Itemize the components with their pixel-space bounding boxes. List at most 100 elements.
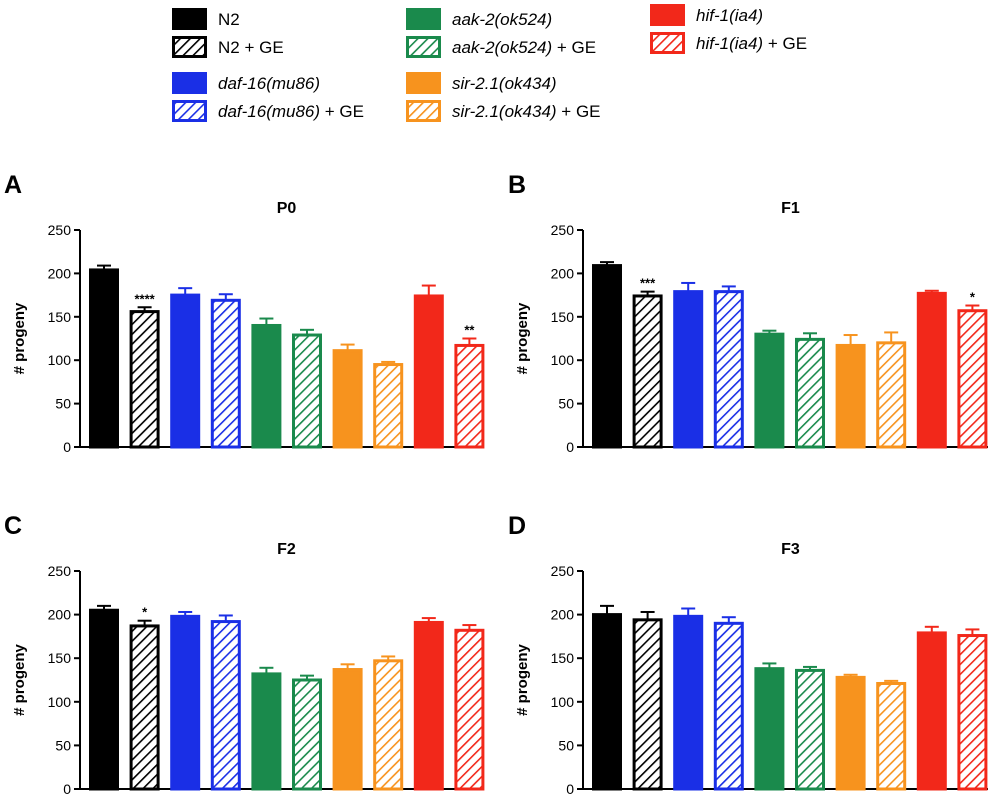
panel-C: C F2 0 50 100 150 200 250 # progeny *: [4, 512, 485, 797]
legend-item-aak: aak-2(ok524): [406, 8, 552, 30]
bar-group: **: [454, 323, 485, 449]
bar: [673, 290, 704, 449]
bar-group: [413, 284, 444, 449]
legend-swatch: [172, 8, 207, 30]
y-tick-label: 50: [55, 737, 71, 753]
y-tick-label: 0: [566, 439, 574, 455]
legend-item-aakge: aak-2(ok524) + GE: [406, 36, 596, 58]
bar-group: ****: [129, 291, 160, 449]
bar-group: [754, 662, 785, 791]
bar-group: [89, 264, 119, 449]
bar-group: *: [957, 290, 988, 449]
bar: [373, 363, 404, 449]
significance-label: *: [142, 605, 148, 620]
bar: [876, 341, 907, 449]
bar-group: [373, 655, 404, 791]
bar-group: [332, 663, 363, 791]
legend-swatch: [650, 32, 685, 54]
bar-group: *: [129, 605, 160, 791]
bar: [251, 323, 282, 449]
bar: [754, 667, 785, 791]
legend-label: hif-1(ia4): [696, 6, 763, 25]
legend-item-hif: hif-1(ia4): [650, 4, 763, 26]
bar-group: [210, 293, 241, 449]
bar: [754, 332, 785, 449]
bar-group: [795, 332, 825, 449]
legend-item-sir: sir-2.1(ok434): [406, 72, 557, 94]
bar-group: [332, 343, 363, 449]
y-tick-label: 200: [551, 265, 575, 281]
bar: [835, 675, 866, 791]
bar-group: [373, 360, 404, 449]
bar: [373, 659, 404, 791]
y-axis-label: # progeny: [11, 302, 28, 374]
y-axis-label: # progeny: [514, 644, 531, 716]
bar: [89, 608, 119, 791]
bar: [129, 624, 160, 791]
bar: [170, 614, 201, 791]
legend-label: N2: [218, 10, 240, 29]
significance-label: *: [970, 290, 976, 305]
significance-label: ***: [640, 276, 656, 291]
bar-group: [632, 610, 663, 791]
bar: [89, 268, 119, 449]
legend-label: daf-16(mu86) + GE: [218, 102, 364, 121]
bar: [292, 333, 322, 449]
y-axis-label: # progeny: [11, 644, 28, 716]
chart-title: P0: [277, 200, 297, 217]
y-tick-label: 50: [55, 396, 71, 412]
bar: [795, 337, 825, 449]
y-tick-label: 0: [566, 781, 574, 797]
bar: [210, 298, 241, 449]
bar: [454, 343, 485, 449]
legend-item-n2ge: N2 + GE: [172, 36, 284, 58]
legend: N2 N2 + GE daf-16(mu86) daf-16(mu86) + GE aa…: [172, 4, 807, 122]
legend-item-sirge: sir-2.1(ok434) + GE: [406, 100, 601, 122]
bar-group: [592, 604, 622, 791]
bar-group: [89, 604, 119, 791]
legend-swatch: [650, 4, 685, 26]
bar: [413, 620, 444, 791]
bar-group: ***: [632, 276, 663, 449]
legend-swatch: [172, 36, 207, 58]
chart-title: F3: [781, 541, 800, 558]
y-axis-label: # progeny: [514, 302, 531, 374]
legend-swatch: [406, 100, 441, 122]
legend-label: sir-2.1(ok434) + GE: [452, 102, 601, 121]
bar-group: [592, 261, 622, 449]
bar: [713, 621, 744, 791]
significance-label: **: [464, 323, 475, 338]
bar: [129, 310, 160, 449]
y-tick-label: 0: [63, 439, 71, 455]
bar-group: [673, 607, 704, 791]
legend-label: hif-1(ia4) + GE: [696, 34, 807, 53]
bar-group: [251, 317, 282, 449]
bar-group: [170, 610, 201, 791]
bar-group: [292, 674, 322, 791]
bar-group: [292, 328, 322, 449]
bar-group: [713, 285, 744, 449]
panel-letter: D: [508, 512, 526, 540]
y-tick-label: 150: [551, 650, 575, 666]
bar-group: [876, 331, 907, 449]
bar: [916, 291, 947, 449]
panel-letter: A: [4, 171, 22, 199]
legend-swatch: [406, 72, 441, 94]
legend-item-dafge: daf-16(mu86) + GE: [172, 100, 364, 122]
bar: [413, 294, 444, 449]
y-tick-label: 200: [551, 607, 575, 623]
legend-swatch: [406, 36, 441, 58]
bar: [251, 672, 282, 791]
bar-group: [413, 617, 444, 791]
bar: [795, 668, 825, 791]
bar: [673, 614, 704, 791]
y-tick-label: 50: [558, 396, 574, 412]
panel-letter: B: [508, 171, 526, 199]
bar-group: [957, 628, 988, 791]
bar: [632, 618, 663, 791]
bar: [210, 620, 241, 791]
bar-group: [795, 665, 825, 791]
chart-title: F1: [781, 200, 800, 217]
